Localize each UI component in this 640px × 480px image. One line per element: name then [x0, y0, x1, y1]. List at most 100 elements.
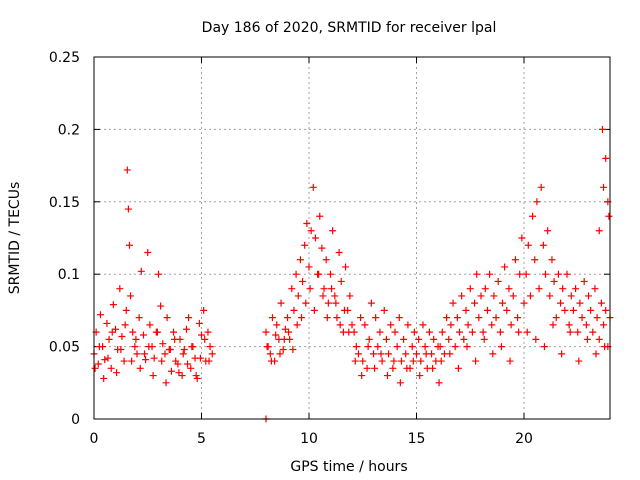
- data-point: [437, 357, 445, 365]
- data-point: [445, 335, 453, 343]
- data-point: [175, 369, 183, 377]
- data-point: [319, 292, 327, 300]
- data-point: [201, 335, 209, 343]
- axis-ticks: 0 5 10 15 20 0 0.05 0.1 0.15 0.2 0.25: [49, 50, 610, 447]
- data-point: [522, 270, 530, 278]
- data-point: [380, 306, 388, 314]
- data-point: [365, 335, 373, 343]
- data-point: [417, 357, 425, 365]
- data-point: [184, 360, 192, 368]
- data-point: [565, 321, 573, 329]
- x-tick-label: 15: [408, 431, 426, 447]
- data-point: [515, 328, 523, 336]
- data-point: [315, 270, 323, 278]
- data-point: [572, 285, 580, 293]
- data-point: [129, 328, 137, 336]
- data-point: [131, 343, 139, 351]
- data-point: [302, 299, 310, 307]
- data-point: [182, 325, 190, 333]
- data-point: [329, 227, 337, 235]
- data-point: [435, 379, 443, 387]
- data-point: [460, 335, 468, 343]
- data-point: [372, 314, 380, 322]
- data-point: [174, 360, 182, 368]
- data-point: [208, 350, 216, 358]
- x-tick-label: 20: [515, 431, 533, 447]
- data-point: [124, 205, 132, 213]
- data-point: [597, 299, 605, 307]
- data-point: [322, 256, 330, 264]
- data-point: [436, 343, 444, 351]
- data-point: [583, 335, 591, 343]
- x-tick-label: 0: [90, 431, 99, 447]
- data-point: [535, 285, 543, 293]
- data-point: [447, 321, 455, 329]
- data-point: [332, 299, 340, 307]
- data-point: [299, 277, 307, 285]
- data-point: [294, 292, 302, 300]
- data-point: [395, 314, 403, 322]
- data-point: [550, 277, 558, 285]
- data-point: [449, 299, 457, 307]
- data-point: [514, 314, 522, 322]
- data-point: [370, 350, 377, 358]
- data-point: [558, 350, 566, 358]
- y-tick-label: 0.15: [49, 195, 80, 211]
- data-point: [350, 328, 358, 336]
- data-point: [166, 345, 174, 353]
- data-point: [136, 364, 144, 372]
- data-point: [462, 306, 470, 314]
- data-point: [263, 343, 271, 351]
- data-point: [477, 292, 485, 300]
- data-point: [391, 328, 399, 336]
- data-point: [336, 321, 344, 329]
- data-point: [396, 379, 404, 387]
- data-point: [466, 285, 474, 293]
- data-point: [595, 227, 603, 235]
- data-point: [159, 340, 167, 348]
- data-point: [323, 314, 331, 322]
- data-point: [605, 212, 613, 220]
- data-point: [310, 306, 318, 314]
- data-point: [518, 234, 526, 242]
- data-point: [324, 299, 332, 307]
- data-point: [301, 241, 309, 249]
- data-point: [490, 292, 498, 300]
- data-point: [109, 301, 117, 309]
- data-point: [601, 343, 609, 351]
- data-point: [121, 321, 129, 329]
- data-point: [409, 357, 417, 365]
- data-point: [531, 256, 539, 264]
- data-point: [488, 321, 496, 329]
- data-point: [385, 350, 393, 358]
- data-point: [117, 345, 125, 353]
- data-point: [561, 306, 569, 314]
- data-point: [95, 343, 103, 351]
- data-point: [200, 306, 208, 314]
- data-point: [458, 292, 466, 300]
- data-point: [91, 364, 99, 372]
- data-point: [305, 263, 313, 271]
- data-point: [267, 357, 275, 365]
- data-point: [303, 220, 311, 228]
- data-point: [563, 270, 571, 278]
- data-point: [146, 321, 154, 329]
- data-point: [145, 343, 153, 351]
- y-tick-label: 0.1: [58, 267, 80, 283]
- data-point: [195, 319, 203, 327]
- data-point: [486, 270, 494, 278]
- data-point: [425, 328, 433, 336]
- data-point: [499, 299, 506, 307]
- data-points: [90, 125, 614, 423]
- data-point: [363, 364, 371, 372]
- data-point: [567, 292, 575, 300]
- data-point: [413, 350, 420, 358]
- data-point: [421, 343, 429, 351]
- data-point: [163, 314, 171, 322]
- data-point: [187, 364, 195, 372]
- data-point: [575, 357, 583, 365]
- data-point: [188, 343, 196, 351]
- data-point: [277, 299, 285, 307]
- data-point: [592, 350, 600, 358]
